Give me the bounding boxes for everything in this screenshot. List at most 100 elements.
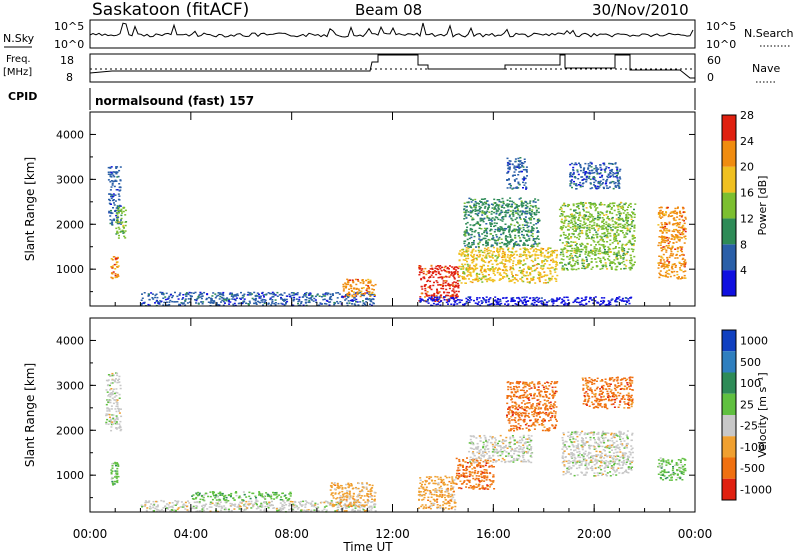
heatmap-cell <box>558 297 561 299</box>
heatmap-cell <box>521 178 524 180</box>
heatmap-cell <box>248 292 251 294</box>
heatmap-cell <box>479 224 482 226</box>
heatmap-cell <box>475 222 478 225</box>
heatmap-cell <box>607 225 610 228</box>
heatmap-cell <box>272 491 274 494</box>
heatmap-cell <box>525 212 528 215</box>
heatmap-cell <box>355 283 358 286</box>
heatmap-cell <box>526 175 528 177</box>
heatmap-cell <box>505 243 508 245</box>
heatmap-cell <box>196 510 199 512</box>
heatmap-cell <box>601 267 604 270</box>
heatmap-cell <box>251 297 254 300</box>
heatmap-cell <box>117 265 120 267</box>
heatmap-cell <box>112 462 115 465</box>
heatmap-cell <box>525 255 528 257</box>
nsky-trace <box>89 22 694 38</box>
heatmap-cell <box>516 187 518 189</box>
heatmap-cell <box>233 508 236 510</box>
heatmap-cell <box>622 256 625 259</box>
heatmap-cell <box>254 300 257 302</box>
heatmap-cell <box>353 503 356 506</box>
heatmap-cell <box>485 241 487 243</box>
heatmap-cell <box>235 297 238 299</box>
heatmap-cell <box>577 202 580 205</box>
heatmap-cell <box>447 298 450 301</box>
heatmap-cell <box>661 241 664 243</box>
heatmap-cell <box>509 235 512 237</box>
heatmap-cell <box>680 216 683 218</box>
heatmap-cell <box>615 226 618 228</box>
heatmap-cell <box>158 510 161 512</box>
heatmap-cell <box>606 258 609 260</box>
heatmap-cell <box>593 229 596 231</box>
heatmap-cell <box>536 220 539 222</box>
heatmap-cell <box>114 470 117 472</box>
heatmap-cell <box>605 234 608 236</box>
heatmap-cell <box>188 502 191 504</box>
heatmap-cell <box>514 237 517 239</box>
heatmap-cell <box>617 261 620 264</box>
heatmap-cell <box>662 259 665 261</box>
heatmap-cell <box>146 501 149 503</box>
heatmap-cell <box>341 507 344 509</box>
y-tick-label: 1000 <box>56 263 84 276</box>
heatmap-cell <box>336 297 339 299</box>
heatmap-cell <box>467 247 470 250</box>
heatmap-cell <box>119 387 122 390</box>
heatmap-cell <box>604 264 607 266</box>
heatmap-cell <box>604 258 606 261</box>
heatmap-cell <box>536 267 539 269</box>
heatmap-cell <box>115 378 117 380</box>
heatmap-cell <box>523 248 526 250</box>
heatmap-cell <box>564 234 567 236</box>
heatmap-cell <box>184 293 187 296</box>
heatmap-cell <box>219 501 222 503</box>
heatmap-cell <box>613 238 615 240</box>
heatmap-cell <box>624 244 627 246</box>
heatmap-cell <box>597 182 600 184</box>
heatmap-cell <box>502 232 505 235</box>
heatmap-cell <box>510 299 513 301</box>
heatmap-cell <box>509 160 512 162</box>
heatmap-cell <box>425 300 428 303</box>
heatmap-cell <box>520 200 523 202</box>
heatmap-cell <box>666 266 669 269</box>
heatmap-cell <box>118 423 121 425</box>
heatmap-cell <box>487 274 490 276</box>
heatmap-cell <box>529 274 532 276</box>
heatmap-cell <box>271 299 274 301</box>
heatmap-cell <box>238 508 241 510</box>
heatmap-cell <box>517 235 520 237</box>
heatmap-cell <box>243 505 245 507</box>
heatmap-cell <box>578 235 581 238</box>
heatmap-cell <box>630 257 633 259</box>
heatmap-cell <box>266 505 269 507</box>
heatmap-cell <box>591 187 594 189</box>
heatmap-cell <box>347 296 350 299</box>
heatmap-cell <box>462 259 465 261</box>
heatmap-cell <box>117 465 120 467</box>
heatmap-cell <box>476 276 479 278</box>
heatmap-cell <box>454 295 457 297</box>
heatmap-cell <box>453 273 456 275</box>
heatmap-cell <box>230 295 233 297</box>
heatmap-cell <box>120 210 123 212</box>
heatmap-cell <box>118 381 121 383</box>
heatmap-cell <box>153 510 156 512</box>
heatmap-cell <box>618 223 621 226</box>
heatmap-cell <box>671 263 674 266</box>
heatmap-cell <box>591 249 594 252</box>
heatmap-cell <box>563 202 566 205</box>
heatmap-cell <box>109 167 112 169</box>
heatmap-cell <box>673 236 676 238</box>
heatmap-cell <box>421 268 424 270</box>
heatmap-cell <box>597 252 600 255</box>
heatmap-cell <box>623 248 626 250</box>
heatmap-cell <box>681 219 684 221</box>
heatmap-cell <box>534 282 537 284</box>
heatmap-cell <box>577 248 580 250</box>
heatmap-cell <box>533 298 536 301</box>
heatmap-cell <box>587 219 590 221</box>
heatmap-cell <box>569 172 572 174</box>
